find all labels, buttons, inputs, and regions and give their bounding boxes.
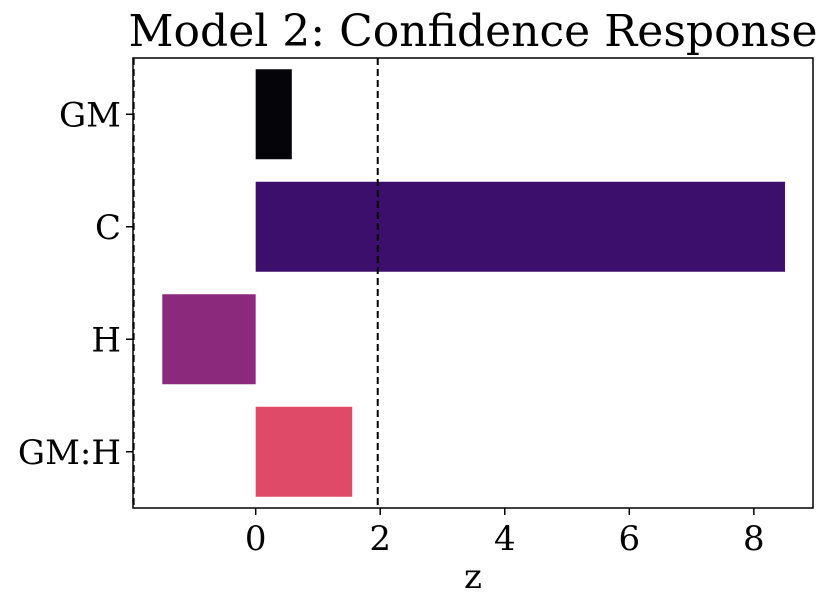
bar-h bbox=[162, 294, 256, 385]
y-tick-label-gm: GM bbox=[59, 95, 121, 135]
bar-c bbox=[255, 181, 785, 272]
bars-layer bbox=[162, 69, 785, 497]
bar-gm bbox=[255, 69, 292, 160]
x-axis-label: z bbox=[464, 557, 482, 597]
x-tick-label-4: 4 bbox=[494, 519, 516, 559]
y-tick-label-c: C bbox=[95, 208, 121, 248]
y-tick-label-h: H bbox=[91, 320, 121, 360]
x-tick-label-6: 6 bbox=[618, 519, 640, 559]
x-tick-label-2: 2 bbox=[369, 519, 391, 559]
chart-title: Model 2: Confidence Response bbox=[128, 6, 817, 57]
bar-gm-h bbox=[255, 406, 353, 497]
x-axis: 0 2 4 6 8 bbox=[245, 508, 765, 559]
x-tick-label-8: 8 bbox=[743, 519, 765, 559]
x-tick-label-0: 0 bbox=[245, 519, 267, 559]
plot-frame bbox=[132, 57, 814, 509]
y-axis: GM C H GM:H bbox=[18, 95, 133, 473]
y-tick-label-gm-h: GM:H bbox=[18, 433, 121, 473]
